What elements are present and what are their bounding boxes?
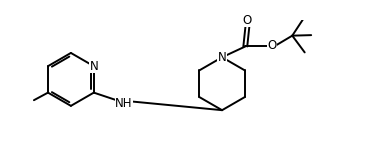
Text: NH: NH [115,97,133,110]
Text: N: N [89,60,98,73]
Text: O: O [267,39,276,52]
Text: N: N [218,51,227,64]
Text: O: O [243,13,252,26]
